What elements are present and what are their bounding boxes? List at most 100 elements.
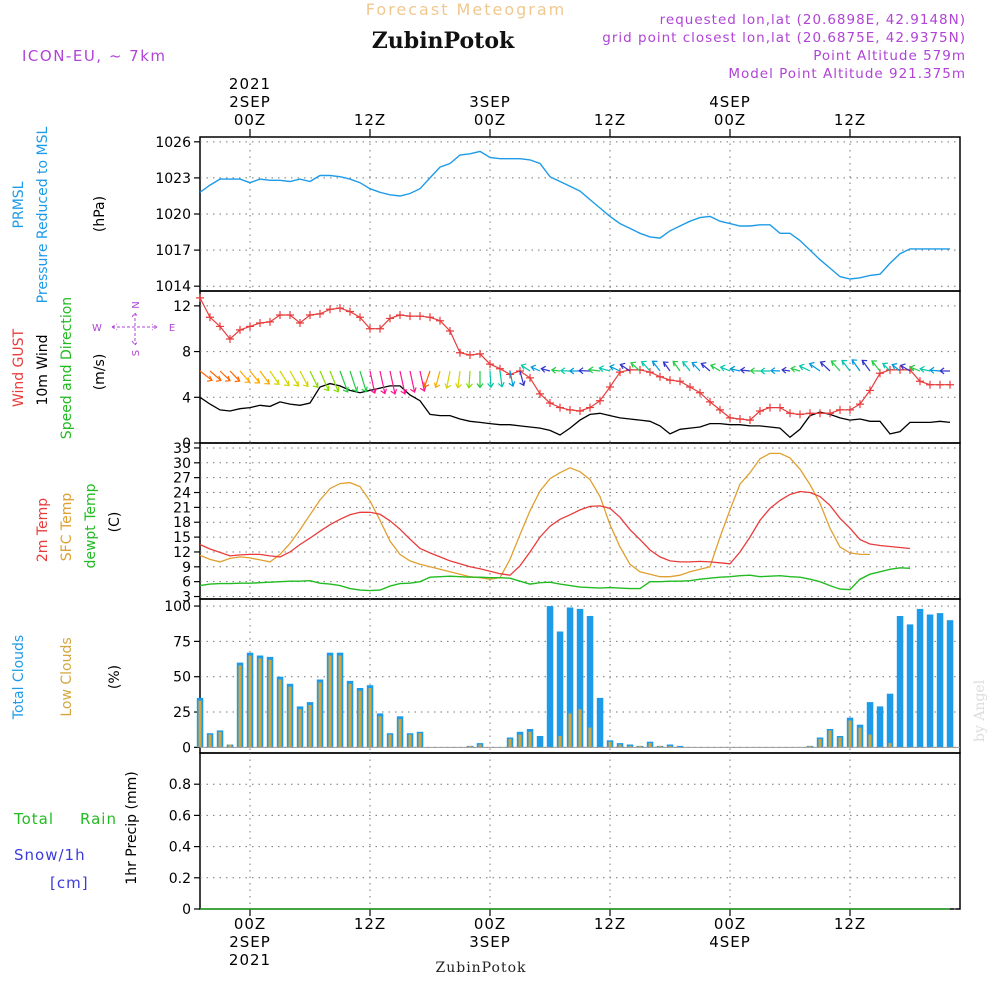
wind-direction-arrow — [329, 370, 340, 393]
wind-direction-arrow — [709, 363, 721, 372]
temp-label-dew: dewpt Temp — [83, 483, 99, 568]
total-cloud-bar — [536, 736, 544, 748]
low-cloud-bar — [618, 744, 622, 748]
point-altitude: Point Altitude 579m — [813, 48, 966, 64]
low-cloud-bar — [328, 655, 332, 748]
pressure-label-1: PRMSL — [11, 181, 27, 228]
temp-ytick-label: 33 — [173, 441, 191, 457]
gust-marker — [356, 313, 364, 322]
gust-marker — [266, 317, 274, 326]
low-cloud-bar — [468, 745, 472, 748]
low-cloud-bar — [258, 658, 262, 748]
top-tick-label: 00Z — [234, 111, 266, 129]
wind-label-10m: 10m Wind — [35, 334, 51, 405]
gust-marker — [346, 307, 354, 316]
gust-marker — [466, 351, 474, 359]
precip-ytick-label: 0 — [182, 902, 191, 918]
cloud-ytick-label: 0 — [182, 740, 191, 756]
gust-marker — [426, 313, 434, 322]
total-cloud-bar — [586, 616, 594, 748]
low-cloud-bar — [408, 734, 412, 748]
cloud-ytick-label: 100 — [164, 599, 191, 615]
wind-direction-arrow — [861, 359, 871, 372]
low-cloud-bar — [808, 745, 812, 748]
cloud-label-total: Total Clouds — [11, 635, 27, 720]
low-cloud-bar — [378, 716, 382, 748]
pressure-panel: 1014 1017 1020 1023 1026 PRMSL Pressure Reduce… — [11, 126, 961, 303]
compass-s: S — [131, 350, 142, 356]
precip-panel: 0 0.2 0.4 0.6 0.8 Total Rain Snow/1h [cm] 1hr Pre… — [13, 752, 961, 918]
low-cloud-bar — [358, 690, 362, 748]
bottom-tick-label: 00Z — [714, 915, 746, 933]
gust-marker — [716, 405, 724, 414]
gust-marker — [896, 365, 904, 374]
gust-marker — [816, 409, 824, 418]
top-tick-label: 3SEP — [469, 93, 511, 111]
low-cloud-bar — [588, 727, 592, 748]
wind-direction-arrow — [519, 370, 526, 387]
wind-direction-arrow — [578, 367, 591, 375]
gust-marker — [786, 409, 794, 418]
wind-direction-arrow — [239, 370, 251, 383]
low-cloud-bar — [558, 736, 562, 748]
pressure-ytick-label: 1017 — [155, 243, 191, 259]
model-altitude: Model Point Altitude 921.375m — [728, 66, 966, 82]
wind-direction-arrow — [219, 370, 231, 382]
wind-direction-arrow — [672, 360, 681, 372]
wind-direction-arrow — [939, 367, 951, 375]
gust-marker — [456, 348, 464, 357]
wind-direction-arrow — [487, 370, 495, 389]
location-title: ZubinPotok — [372, 28, 515, 54]
low-cloud-bar — [268, 659, 272, 748]
wind-direction-arrow — [476, 371, 484, 389]
top-tick-label: 00Z — [474, 111, 506, 129]
temp-ytick-label: 24 — [173, 486, 191, 502]
gust-marker — [446, 327, 454, 335]
gust-marker — [696, 388, 704, 397]
top-tick-label: 00Z — [714, 111, 746, 129]
cloud-ytick-label: 50 — [173, 670, 191, 686]
temp-ytick-label: 27 — [173, 471, 191, 487]
model-label: ICON-EU, ~ 7km — [22, 47, 167, 65]
wind-direction-arrow — [259, 370, 271, 385]
wind-direction-arrow — [209, 370, 222, 382]
total-cloud-bar — [876, 706, 884, 748]
gust-marker — [336, 304, 344, 313]
gust-marker — [746, 416, 754, 425]
gust-marker — [826, 409, 834, 418]
wind-direction-arrow — [289, 370, 300, 387]
low-cloud-bar — [368, 688, 372, 748]
low-cloud-bar — [828, 730, 832, 748]
low-cloud-bar — [218, 731, 222, 748]
precip-unit: 1hr Precip (mm) — [124, 771, 140, 884]
top-tick-label: 2SEP — [229, 93, 271, 111]
top-tick-label: 12Z — [594, 111, 626, 129]
pressure-label-2: Pressure Reduced to MSL — [35, 126, 51, 303]
precip-ytick-label: 0.2 — [169, 871, 191, 887]
gust-marker — [576, 407, 584, 415]
wind-direction-arrow — [841, 359, 851, 372]
wind-direction-arrow — [568, 367, 580, 375]
gust-marker — [856, 400, 864, 409]
low-cloud-bar — [818, 738, 822, 748]
gust-marker — [376, 324, 384, 333]
gust-marker — [306, 311, 314, 319]
total-cloud-bar — [916, 608, 924, 748]
gust-marker — [406, 312, 414, 321]
wind-direction-arrow — [433, 370, 441, 389]
wind-direction-arrow — [359, 370, 368, 393]
temp-ytick-label: 30 — [173, 456, 191, 472]
wind-ytick-label: 12 — [173, 299, 191, 315]
compass-e: E — [169, 323, 175, 334]
pressure-ytick-label: 1023 — [155, 171, 191, 187]
wind-direction-arrow — [299, 370, 309, 388]
low-cloud-bar — [308, 705, 312, 748]
compass-n: N — [131, 301, 142, 308]
wind-direction-arrow — [909, 364, 921, 372]
temp-ytick-label: 15 — [173, 530, 191, 546]
bottom-tick-label: 12Z — [834, 915, 866, 933]
pressure-frame — [199, 136, 961, 292]
gust-marker — [286, 311, 294, 319]
wind-label-dir: Speed and Direction — [59, 297, 75, 439]
